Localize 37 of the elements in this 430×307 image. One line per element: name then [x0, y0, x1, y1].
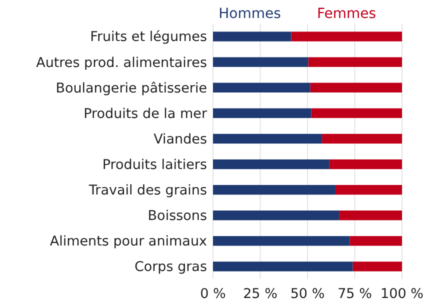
bar [213, 82, 310, 92]
bar [291, 32, 402, 42]
bar [213, 159, 330, 170]
y-tick-label: Aliments pour animaux [50, 234, 207, 250]
y-tick-label: Viandes [154, 131, 207, 148]
bar [322, 134, 402, 144]
bar [308, 57, 402, 67]
bar [213, 32, 292, 42]
x-tick-label: 75 % [338, 286, 372, 302]
bar [213, 210, 340, 220]
bar [350, 236, 402, 246]
series-label: Hommes [218, 6, 281, 22]
bar [213, 262, 353, 272]
bar [213, 134, 322, 144]
series-label: Femmes [316, 6, 376, 22]
bar [339, 210, 402, 220]
y-tick-label: Boissons [148, 208, 207, 224]
y-tick-label: Boulangerie pâtisserie [56, 80, 207, 96]
y-tick-label: Fruits et légumes [90, 29, 207, 46]
y-tick-label: Produits laitiers [102, 157, 207, 173]
x-tick-label: 50 % [290, 286, 325, 302]
bar [352, 262, 402, 272]
x-tick-label: 25 % [243, 286, 278, 302]
bar [213, 108, 312, 118]
x-tick-label: 100 % [380, 286, 424, 302]
bar [335, 184, 402, 195]
bar [329, 159, 402, 170]
x-tick-label: 0 % [200, 286, 226, 302]
y-tick-label: Autres prod. alimentaires [36, 54, 207, 71]
bar [311, 108, 402, 118]
y-tick-label: Corps gras [134, 259, 207, 276]
bar [213, 184, 336, 195]
bar [213, 236, 350, 246]
y-tick-label: Produits de la mer [84, 106, 208, 122]
bar [213, 57, 308, 67]
bar [310, 82, 402, 92]
y-tick-label: Travail des grains [88, 182, 207, 199]
